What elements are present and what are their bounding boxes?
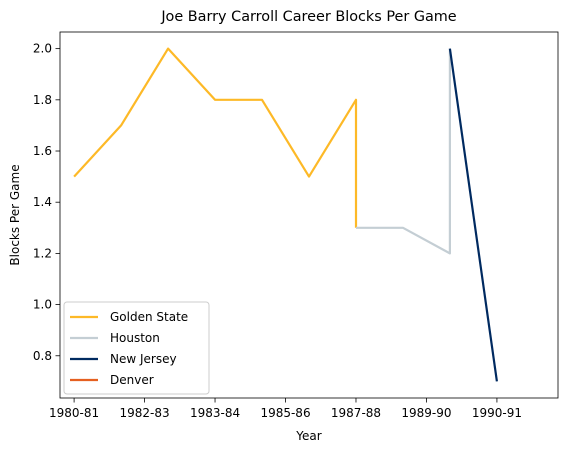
series-line-0	[73, 47, 358, 228]
series-layer	[73, 47, 498, 382]
x-tick-label: 1987-88	[331, 406, 381, 420]
x-tick-label: 1990-91	[472, 406, 522, 420]
y-tick-label: 1.6	[33, 144, 52, 158]
x-tick-label: 1982-83	[119, 406, 169, 420]
x-axis-label: Year	[295, 429, 321, 443]
x-tick-label: 1980-81	[49, 406, 99, 420]
y-axis-label: Blocks Per Game	[8, 164, 22, 265]
series-line-2	[448, 48, 498, 382]
y-tick-label: 1.4	[33, 195, 52, 209]
y-tick-label: 1.8	[33, 93, 52, 107]
legend-label: Golden State	[110, 310, 188, 324]
y-tick-label: 0.8	[33, 349, 52, 363]
legend-label: Denver	[110, 373, 154, 387]
x-axis: 1980-81 1982-83 1983-84 1985-86 1987-88 1989-…	[49, 398, 522, 420]
y-tick-label: 1.2	[33, 246, 52, 260]
y-tick-label: 2.0	[33, 42, 52, 56]
series-line-1	[356, 48, 451, 255]
legend-label: New Jersey	[110, 352, 177, 366]
plot-frame	[59, 31, 559, 399]
legend-box	[63, 301, 210, 395]
legend: Golden State Houston New Jersey Denver	[63, 301, 210, 395]
y-axis: 0.8 1.0 1.2 1.4 1.6 1.8 2.0	[33, 42, 60, 363]
x-tick-label: 1989-90	[401, 406, 451, 420]
y-tick-label: 1.0	[33, 298, 52, 312]
x-tick-label: 1983-84	[190, 406, 240, 420]
x-tick-label: 1985-86	[260, 406, 310, 420]
legend-label: Houston	[110, 331, 160, 345]
chart-title: Joe Barry Carroll Career Blocks Per Game	[160, 9, 456, 25]
